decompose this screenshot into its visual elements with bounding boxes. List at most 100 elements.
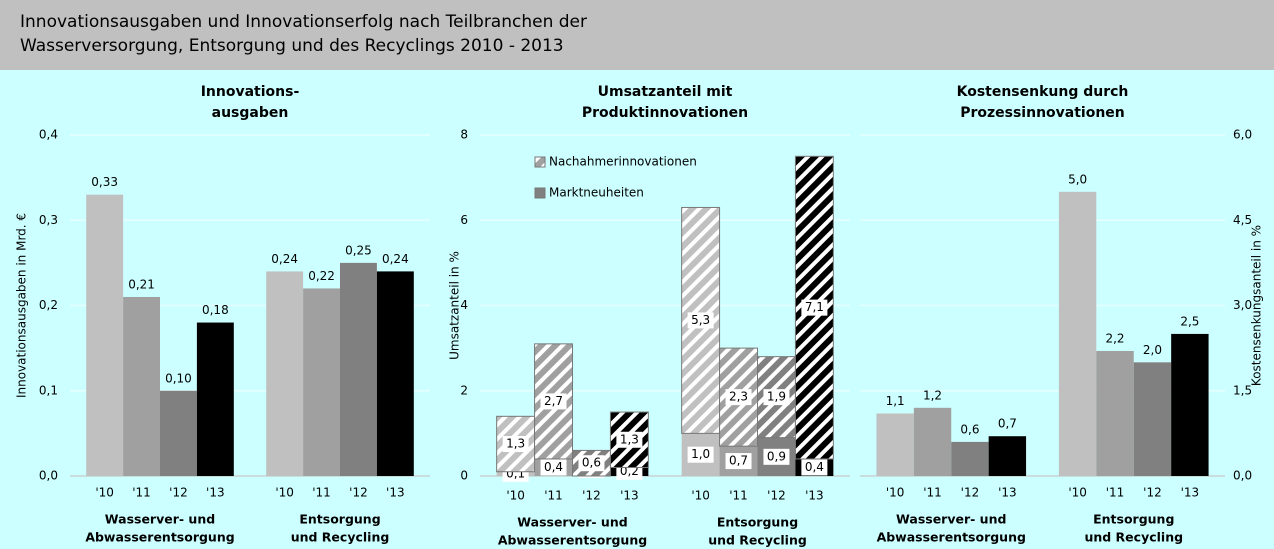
value-label-box (687, 312, 714, 329)
legend-label: Marktneuheiten (549, 186, 644, 200)
bar (951, 441, 989, 476)
value-label-box (763, 448, 790, 465)
x-tick-label: '12 (582, 489, 601, 503)
axis-label: Innovationsausgaben in Mrd. € (15, 213, 29, 398)
x-tick-label: '13 (620, 489, 639, 503)
y2-tick-label: 1,5 (1233, 383, 1252, 397)
value-label-box (801, 299, 828, 316)
x-tick-label: '12 (349, 486, 368, 500)
x-tick-label: '10 (691, 489, 710, 503)
x-tick-label: '13 (998, 486, 1017, 500)
x-tick-label: '12 (1143, 486, 1162, 500)
bar (1133, 362, 1172, 476)
value-label-box (540, 393, 567, 410)
value-label: 0,10 (165, 371, 192, 385)
value-label-box (540, 459, 567, 476)
value-label-box (502, 436, 529, 453)
chart-title: Kostensenkung durch (957, 84, 1129, 100)
value-label: 1,2 (923, 388, 942, 402)
value-label: 0,6 (960, 422, 979, 436)
x-tick-label: '10 (1068, 486, 1087, 500)
value-label: 5,3 (691, 313, 710, 327)
chart-title: Innovations- (201, 84, 300, 100)
bar (1058, 191, 1097, 477)
bar (1096, 350, 1134, 476)
x-tick-label: '12 (961, 486, 980, 500)
header-title: Wasserversorgung, Entsorgung und des Rec… (20, 36, 564, 56)
legend-label: Nachahmerinnovationen (549, 155, 697, 169)
value-label: 2,0 (1143, 343, 1162, 357)
value-label: 0,21 (128, 277, 155, 291)
value-label-box (801, 459, 828, 476)
x-tick-label: '11 (132, 486, 151, 500)
group-label: Wasserver- und (517, 515, 627, 530)
group-label: und Recycling (291, 530, 390, 545)
value-label: 2,3 (729, 390, 748, 404)
value-label-box (687, 446, 714, 463)
chart-title: ausgaben (212, 105, 289, 121)
bar (86, 194, 124, 477)
group-label: Wasserver- und (105, 512, 215, 527)
value-label: 0,7 (998, 417, 1017, 431)
legend-swatch (534, 187, 546, 199)
value-label: 2,5 (1180, 314, 1199, 328)
value-label: 1,3 (506, 437, 525, 451)
y-tick-label: 4 (460, 298, 468, 312)
bar (876, 413, 914, 476)
y-tick-label: 0,4 (39, 128, 58, 142)
bar (988, 436, 1027, 476)
y-tick-label: 2 (460, 383, 468, 397)
value-label-box (725, 453, 752, 470)
x-tick-label: '10 (275, 486, 294, 500)
group-label: und Recycling (1084, 530, 1183, 545)
x-tick-label: '13 (805, 489, 824, 503)
y-tick-label: 0,0 (39, 469, 58, 483)
x-tick-label: '12 (767, 489, 786, 503)
bar (266, 271, 304, 476)
bar (340, 262, 377, 476)
x-tick-label: '10 (95, 486, 114, 500)
y2-tick-label: 6,0 (1233, 128, 1252, 142)
chart-title: Umsatzanteil mit (598, 84, 733, 100)
value-label-box (725, 389, 752, 406)
value-label-box (616, 431, 643, 448)
group-label: Abwasserentsorgung (877, 530, 1026, 545)
value-label: 0,9 (767, 449, 786, 463)
group-label: Entsorgung (299, 512, 380, 527)
value-label: 7,1 (805, 300, 824, 314)
legend-swatch (534, 156, 546, 168)
x-tick-label: '13 (1181, 486, 1200, 500)
group-label: Abwasserentsorgung (498, 533, 647, 548)
chart-title: Produktinnovationen (582, 105, 748, 121)
x-tick-label: '11 (1106, 486, 1125, 500)
x-tick-label: '10 (886, 486, 905, 500)
value-label: 0,24 (382, 252, 409, 266)
y2-tick-label: 3,0 (1233, 298, 1252, 312)
y-tick-label: 6 (460, 213, 468, 227)
value-label: 0,22 (308, 269, 335, 283)
value-label-box (578, 455, 605, 472)
value-label: 1,1 (886, 394, 905, 408)
value-label: 0,25 (345, 243, 372, 257)
group-label: Entsorgung (1093, 512, 1174, 527)
x-tick-label: '13 (206, 486, 225, 500)
bar (303, 288, 340, 476)
bar (913, 407, 952, 476)
y2-tick-label: 0,0 (1233, 469, 1252, 483)
x-tick-label: '10 (506, 489, 525, 503)
value-label: 0,33 (91, 175, 118, 189)
value-label: 1,0 (691, 447, 710, 461)
y-tick-label: 8 (460, 128, 468, 142)
bar (376, 271, 414, 476)
axis-label: Umsatzanteil in % (448, 251, 462, 360)
axis-label: Kostensenkungsanteil in % (1250, 225, 1264, 386)
group-label: Abwasserentsorgung (85, 530, 234, 545)
x-tick-label: '11 (312, 486, 331, 500)
value-label: 2,2 (1105, 331, 1124, 345)
value-label: 0,4 (544, 460, 563, 474)
group-label: und Recycling (708, 533, 807, 548)
bar (196, 322, 234, 476)
bar (1171, 333, 1209, 476)
